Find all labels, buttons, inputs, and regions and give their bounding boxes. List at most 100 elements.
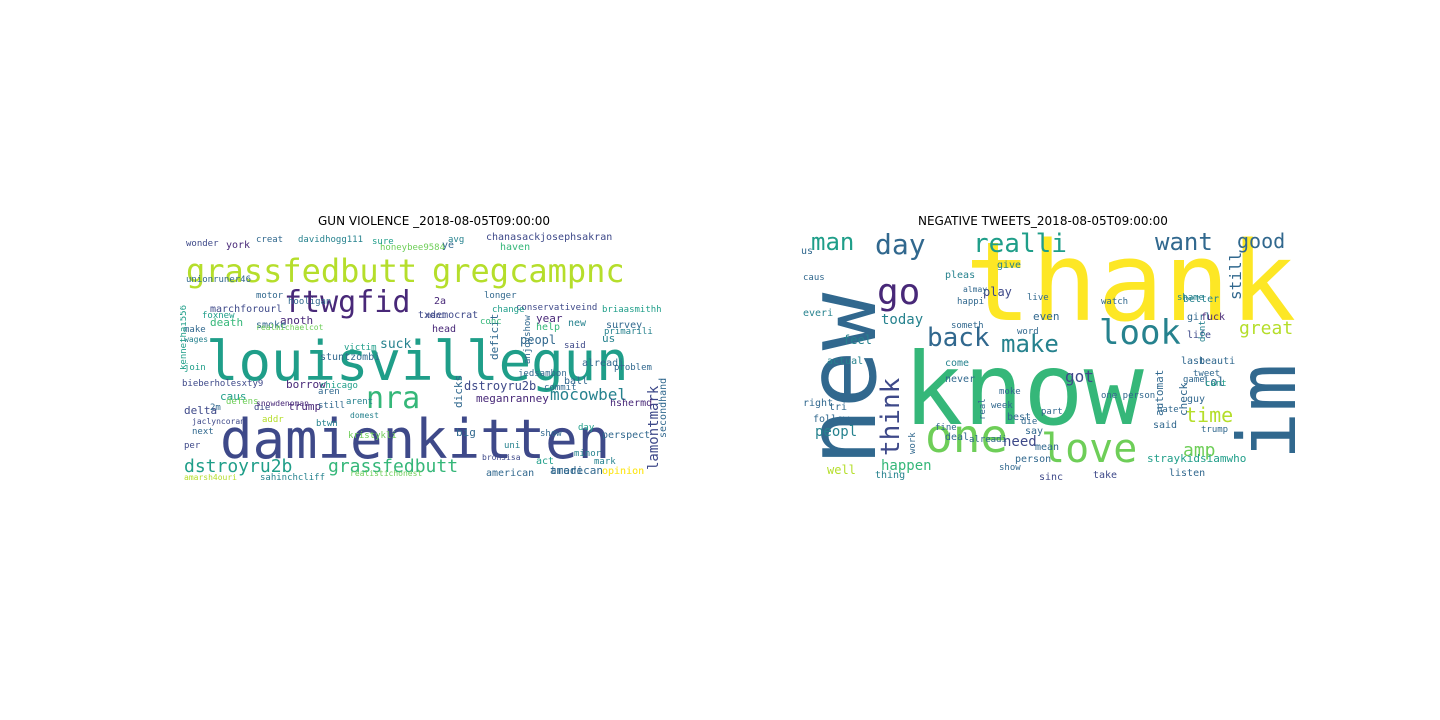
left-cloud-title: GUN VIOLENCE _2018-08-05T09:00:00 bbox=[318, 214, 551, 228]
cloud-word: almay bbox=[963, 285, 987, 294]
cloud-word: want bbox=[1155, 230, 1213, 256]
cloud-word: marchforourl bbox=[210, 304, 282, 315]
cloud-word: us bbox=[801, 246, 813, 257]
cloud-word: ball bbox=[564, 376, 588, 387]
cloud-word: secondhand bbox=[658, 378, 669, 438]
cloud-word: york bbox=[226, 240, 250, 251]
cloud-word: american bbox=[486, 468, 534, 479]
cloud-word: day bbox=[578, 423, 595, 433]
cloud-word: even bbox=[1033, 310, 1060, 323]
cloud-word: opinion bbox=[602, 466, 644, 477]
cloud-word: dont bbox=[1198, 320, 1208, 342]
cloud-word: jedsambon bbox=[518, 369, 567, 379]
cloud-word: love bbox=[1041, 426, 1137, 472]
cloud-word: time bbox=[1185, 403, 1233, 427]
cloud-word: back bbox=[927, 323, 990, 353]
cloud-word: automat bbox=[1153, 370, 1166, 416]
cloud-word: mani bbox=[426, 311, 445, 320]
cloud-word: txdemocrat bbox=[418, 310, 478, 321]
cloud-word: bronsisa bbox=[482, 453, 521, 462]
cloud-word: perspect bbox=[602, 430, 650, 441]
cloud-word: happi bbox=[957, 297, 984, 307]
cloud-word: nra bbox=[366, 381, 420, 416]
cloud-word: year bbox=[536, 312, 563, 325]
cloud-word: grassfedbutt bbox=[328, 456, 458, 477]
cloud-word: foxnew bbox=[202, 311, 235, 321]
cloud-word: week bbox=[991, 401, 1013, 411]
cloud-word: trump bbox=[1201, 425, 1228, 435]
cloud-word: next bbox=[192, 427, 214, 437]
cloud-word: new bbox=[795, 292, 898, 466]
cloud-word: ye bbox=[442, 240, 454, 251]
cloud-word: jaclyncoran bbox=[192, 417, 245, 426]
cloud-word: listen bbox=[1169, 468, 1205, 479]
cloud-word: dstroyru2b bbox=[464, 379, 536, 393]
cloud-word: real bbox=[978, 398, 988, 420]
cloud-word: survey bbox=[606, 320, 642, 331]
cloud-word: well bbox=[827, 463, 856, 477]
cloud-word: fuck bbox=[1201, 312, 1225, 323]
cloud-word: hooligan bbox=[288, 297, 331, 307]
cloud-word: actual bbox=[827, 356, 863, 367]
cloud-word: longer bbox=[484, 291, 517, 301]
cloud-word: best bbox=[1007, 412, 1031, 423]
cloud-word: mark bbox=[594, 457, 616, 467]
cloud-word: one bbox=[925, 409, 1008, 463]
cloud-word: aren bbox=[318, 387, 340, 397]
cloud-word: sinc bbox=[1039, 472, 1063, 483]
cloud-word: mocowbel bbox=[550, 385, 627, 404]
cloud-word: straykidsiamwho bbox=[1147, 452, 1246, 465]
cloud-word: delta bbox=[184, 404, 217, 417]
cloud-word: dicks bbox=[452, 375, 465, 408]
cloud-word: new bbox=[568, 318, 587, 329]
cloud-word: sahinchcliff bbox=[260, 473, 325, 483]
cloud-word: good bbox=[1237, 230, 1285, 253]
cloud-word: beauti bbox=[1199, 356, 1235, 367]
cloud-word: btwn bbox=[316, 419, 338, 429]
cloud-word: minor bbox=[574, 449, 602, 459]
cloud-word: hshermd bbox=[610, 398, 652, 409]
cloud-word: die bbox=[1021, 417, 1037, 427]
cloud-word: one person bbox=[1101, 391, 1155, 401]
cloud-word: never bbox=[945, 374, 975, 385]
cloud-word: amarsh4ouri bbox=[184, 473, 237, 482]
cloud-word: alreadi bbox=[582, 358, 624, 369]
cloud-word: caus bbox=[220, 390, 247, 403]
cloud-word: peopl bbox=[520, 333, 556, 347]
cloud-word: got bbox=[1065, 367, 1094, 386]
cloud-word: victim bbox=[344, 343, 377, 353]
cloud-word: go bbox=[877, 272, 920, 313]
cloud-word: said bbox=[564, 341, 586, 351]
cloud-word: check bbox=[1177, 383, 1190, 416]
cloud-word: american bbox=[550, 464, 603, 477]
cloud-word: primarili bbox=[604, 327, 653, 337]
cloud-word: thank bbox=[965, 230, 1295, 346]
cloud-word: opinion bbox=[602, 466, 644, 477]
cloud-word: someth bbox=[951, 321, 984, 331]
cloud-word: lol bbox=[1203, 375, 1225, 389]
cloud-word: give bbox=[997, 260, 1021, 271]
cloud-word: say bbox=[1025, 426, 1043, 437]
cloud-word: still bbox=[1226, 252, 1245, 300]
cloud-word: big bbox=[456, 426, 476, 439]
cloud-word: amp bbox=[1183, 440, 1216, 461]
cloud-word: realli bbox=[973, 230, 1067, 259]
cloud-word: suck bbox=[380, 337, 411, 352]
cloud-word: creat bbox=[256, 235, 283, 245]
cloud-word: death bbox=[210, 316, 243, 329]
cloud-word: still bbox=[318, 401, 345, 411]
cloud-word: addr bbox=[262, 415, 284, 425]
cloud-word: pleas bbox=[945, 270, 975, 281]
cloud-word: ftwgfid bbox=[284, 285, 410, 320]
cloud-word: person bbox=[1015, 454, 1051, 465]
cloud-word: per bbox=[184, 441, 201, 451]
cloud-word: play bbox=[983, 285, 1012, 299]
cloud-word: trade bbox=[550, 464, 583, 477]
cloud-word: chanasack bbox=[486, 232, 540, 243]
cloud-word: watch bbox=[1101, 297, 1128, 307]
cloud-word: tri bbox=[829, 402, 847, 413]
cloud-word: davidhogg111 bbox=[298, 235, 363, 245]
cloud-word: know bbox=[903, 331, 1145, 448]
cloud-word: today bbox=[881, 312, 923, 328]
